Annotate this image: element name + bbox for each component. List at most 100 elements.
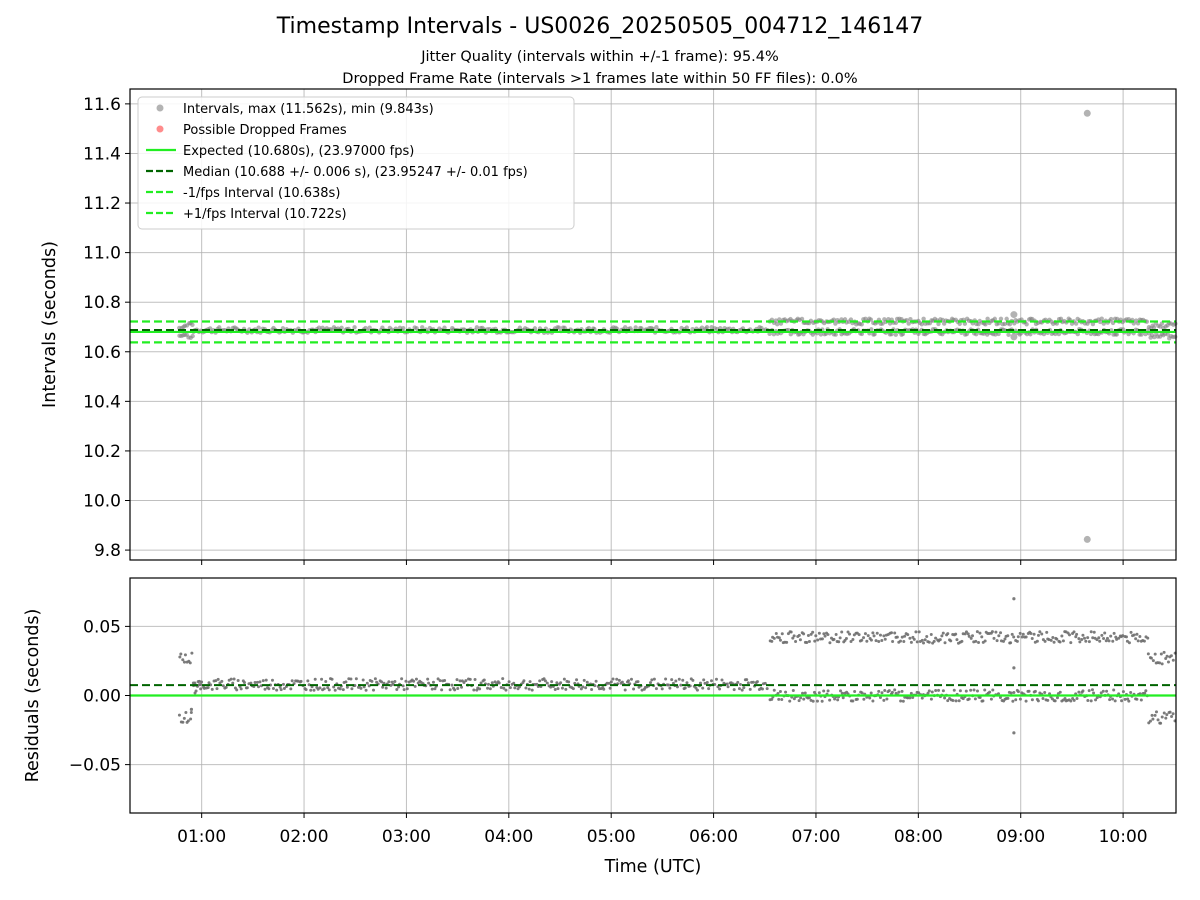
residual-point	[229, 677, 233, 681]
interval-point	[1114, 332, 1119, 337]
residual-point	[718, 687, 722, 691]
residual-point	[893, 631, 897, 635]
residual-point	[1126, 697, 1130, 701]
residual-point	[607, 681, 611, 685]
residual-point	[1098, 639, 1102, 643]
residual-point	[1135, 697, 1139, 701]
residual-point	[1030, 636, 1034, 640]
residual-point	[200, 680, 204, 684]
residual-point	[1089, 630, 1093, 634]
residual-point	[755, 680, 759, 684]
y-tick-label: 10.0	[83, 492, 121, 512]
residual-point	[1092, 630, 1096, 634]
residual-point	[189, 717, 193, 721]
y-axis-label-residuals: Residuals (seconds)	[23, 609, 43, 783]
residual-point	[344, 680, 348, 684]
residual-point	[834, 633, 838, 637]
residual-point	[1030, 698, 1034, 702]
residual-point	[327, 688, 331, 692]
residual-point	[1006, 634, 1010, 638]
residual-point	[1105, 636, 1109, 640]
residual-point	[1101, 689, 1105, 693]
interval-point	[893, 320, 899, 326]
residual-point	[290, 679, 294, 683]
residual-point	[878, 695, 882, 699]
residual-point	[371, 688, 375, 692]
residual-point	[674, 679, 678, 683]
residual-point	[199, 687, 203, 691]
residual-point	[813, 639, 817, 643]
residual-point	[999, 631, 1003, 635]
residual-point	[1154, 710, 1158, 714]
y-tick-label: 11.4	[83, 144, 121, 164]
residual-point	[1083, 636, 1087, 640]
residual-point	[780, 697, 784, 701]
residual-point	[636, 680, 640, 684]
residual-point	[255, 680, 259, 684]
residual-point	[1055, 696, 1059, 700]
residual-point	[1171, 658, 1175, 662]
residual-point	[359, 686, 363, 690]
residual-point	[1075, 632, 1079, 636]
residual-point	[245, 686, 249, 690]
x-tick-label: 08:00	[894, 827, 943, 847]
residual-point	[1072, 698, 1076, 702]
residual-point	[629, 677, 633, 681]
residual-point	[1164, 716, 1168, 720]
residual-point	[623, 688, 627, 692]
residual-point	[349, 677, 353, 681]
interval-point	[420, 325, 425, 330]
interval-point	[788, 332, 793, 337]
residual-point	[1075, 696, 1079, 700]
residual-point	[983, 688, 987, 692]
residual-point	[278, 685, 282, 689]
residual-point	[224, 685, 228, 689]
residual-point	[777, 636, 781, 640]
residual-point	[938, 638, 942, 642]
residual-point	[590, 688, 594, 692]
residual-point	[839, 689, 843, 693]
legend-entry-label: +1/fps Interval (10.722s)	[183, 207, 347, 222]
outlier-point	[1083, 109, 1091, 117]
residual-point	[1159, 721, 1163, 725]
residual-point	[840, 691, 844, 695]
residual-point	[1020, 635, 1024, 639]
interval-point	[190, 333, 195, 339]
residual-point	[1158, 661, 1162, 665]
residual-point	[354, 677, 358, 681]
residual-point	[433, 687, 437, 691]
interval-point	[992, 316, 998, 322]
residual-point	[695, 688, 699, 692]
residual-point	[1060, 634, 1064, 638]
y-axis-label-intervals: Intervals (seconds)	[40, 241, 60, 408]
interval-point	[352, 325, 357, 330]
residual-point	[312, 688, 316, 692]
residual-point	[838, 636, 842, 640]
residual-point	[833, 697, 837, 701]
residual-point	[664, 677, 668, 681]
residual-point	[973, 697, 977, 701]
residual-point	[1006, 696, 1010, 700]
residual-point	[992, 636, 996, 640]
interval-point	[1139, 332, 1144, 337]
residual-point	[221, 684, 225, 688]
residual-point	[499, 686, 503, 690]
x-tick-label: 10:00	[1099, 827, 1148, 847]
residual-point	[318, 686, 322, 690]
residual-point	[1055, 637, 1059, 641]
residual-point	[1033, 689, 1037, 693]
residual-point	[685, 681, 689, 685]
residual-point	[1138, 634, 1142, 638]
residual-point	[882, 634, 886, 638]
residual-point	[508, 686, 512, 690]
residual-point	[880, 638, 884, 642]
interval-point	[869, 327, 874, 332]
residual-point	[345, 685, 349, 689]
residual-point	[1094, 698, 1098, 702]
residual-point	[440, 688, 444, 692]
residual-point	[478, 687, 482, 691]
residual-point	[900, 689, 904, 693]
residual-point	[822, 689, 826, 693]
residual-point	[967, 634, 971, 638]
residual-point	[207, 681, 211, 685]
